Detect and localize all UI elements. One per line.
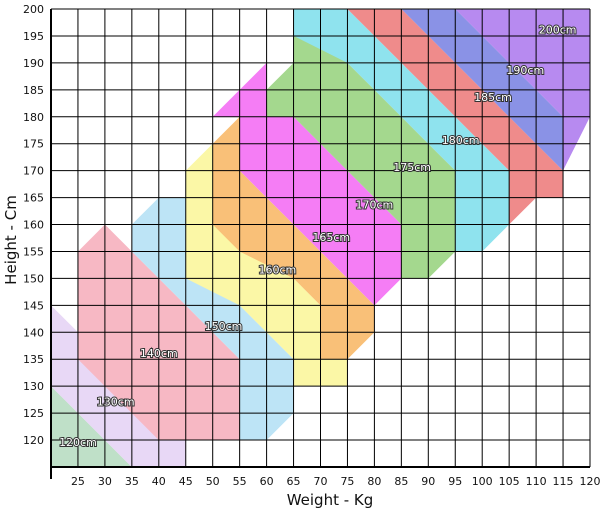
y-tick-label: 125 [23, 407, 44, 420]
zone-label: 160cm [258, 263, 296, 276]
zone-labels: 120cm 130cm 140cm 150cm 160cm 165cm 170cm 175cm… [58, 23, 577, 450]
y-tick-label: 190 [23, 57, 44, 70]
y-tick-label: 120 [23, 434, 44, 447]
x-tick-label: 65 [287, 475, 301, 488]
y-tick-labels: 120 125 130 135 140 145 150 155 160 165 170 175 180 1… [23, 3, 44, 447]
zone-label: 120cm [59, 436, 97, 449]
zone-label: 140cm [140, 347, 178, 360]
y-tick-label: 145 [23, 299, 44, 312]
zone-180cm [293, 9, 510, 252]
zone-170cm [212, 62, 402, 306]
y-axis-title: Height - Cm [2, 195, 20, 285]
x-tick-label: 45 [179, 475, 193, 488]
x-tick-label: 30 [98, 475, 112, 488]
zone-label: 180cm [442, 134, 480, 147]
x-tick-label: 85 [394, 475, 408, 488]
x-tick-label: 100 [472, 475, 493, 488]
y-tick-label: 135 [23, 353, 44, 366]
zone-label: 190cm [506, 64, 544, 77]
x-tick-label: 105 [499, 475, 520, 488]
y-tick-label: 165 [23, 192, 44, 205]
x-tick-labels: 25 30 35 40 45 50 55 60 65 70 75 80 85 90 95 100 105 110 1… [71, 475, 600, 488]
zone-120cm [51, 386, 132, 467]
y-tick-label: 150 [23, 272, 44, 285]
y-tick-label: 160 [23, 219, 44, 232]
x-tick-label: 70 [314, 475, 328, 488]
x-tick-label: 115 [553, 475, 574, 488]
y-tick-label: 170 [23, 165, 44, 178]
zone-label: 175cm [393, 161, 431, 174]
x-tick-label: 75 [340, 475, 354, 488]
grid-lines [50, 8, 591, 479]
x-axis-title: Weight - Kg [287, 491, 374, 509]
x-tick-label: 95 [448, 475, 462, 488]
y-tick-label: 175 [23, 138, 44, 151]
zone-label: 150cm [205, 320, 243, 333]
zone-label: 200cm [539, 24, 577, 37]
x-tick-label: 110 [526, 475, 547, 488]
x-tick-label: 40 [152, 475, 166, 488]
y-tick-label: 130 [23, 380, 44, 393]
x-tick-label: 50 [206, 475, 220, 488]
y-tick-label: 185 [23, 84, 44, 97]
zone-175cm [266, 35, 456, 279]
zone-200cm [455, 9, 590, 171]
x-tick-label: 55 [233, 475, 247, 488]
zone-label: 170cm [356, 199, 394, 212]
zone-label: 185cm [474, 91, 512, 104]
x-tick-label: 90 [421, 475, 435, 488]
y-tick-label: 200 [23, 3, 44, 16]
y-tick-label: 140 [23, 326, 44, 339]
x-tick-label: 25 [71, 475, 85, 488]
zone-label: 130cm [97, 395, 135, 408]
zone-label: 165cm [312, 231, 350, 244]
x-tick-label: 35 [125, 475, 139, 488]
x-tick-label: 60 [260, 475, 274, 488]
y-tick-label: 155 [23, 245, 44, 258]
x-tick-label: 80 [367, 475, 381, 488]
y-tick-label: 180 [23, 111, 44, 124]
x-tick-label: 120 [580, 475, 600, 488]
y-tick-label: 195 [23, 30, 44, 43]
